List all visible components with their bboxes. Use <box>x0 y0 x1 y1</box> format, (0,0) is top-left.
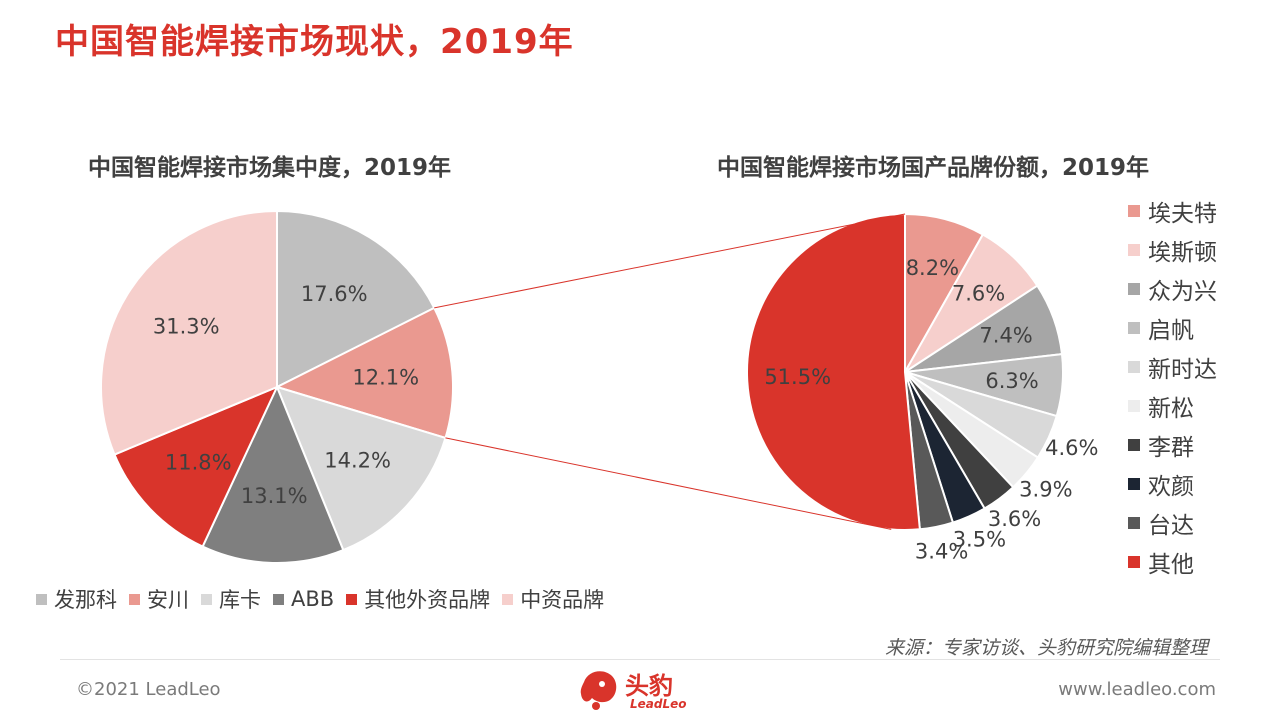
concentration-legend-swatch <box>273 593 284 605</box>
leopard-head-icon <box>580 671 617 710</box>
concentration-legend-label: 其他外资品牌 <box>364 588 491 612</box>
concentration-label-5: 31.3% <box>153 314 220 338</box>
domestic-legend-swatch <box>1128 478 1140 490</box>
domestic-legend-label: 启帆 <box>1148 318 1194 344</box>
domestic-slice-9 <box>746 212 921 531</box>
concentration-legend-label: 发那科 <box>54 588 117 612</box>
concentration-slice-3 <box>201 384 345 564</box>
domestic-legend-item: 埃夫特 <box>1128 194 1217 228</box>
left-chart-title: 中国智能焊接市场集中度，2019年 <box>88 155 452 181</box>
domestic-legend-swatch <box>1128 205 1140 217</box>
concentration-legend-item: 库卡 <box>201 584 261 614</box>
concentration-label-1: 12.1% <box>352 366 419 390</box>
domestic-label-6: 3.6% <box>988 507 1041 531</box>
domestic-legend-label: 新松 <box>1148 396 1194 422</box>
logo-cn-text: 头豹 <box>625 672 673 700</box>
concentration-label-2: 14.2% <box>324 449 391 473</box>
domestic-legend-label: 台达 <box>1148 513 1194 539</box>
concentration-legend-item: ABB <box>273 584 334 614</box>
domestic-legend-swatch <box>1128 400 1140 412</box>
concentration-label-0: 17.6% <box>301 282 368 306</box>
concentration-legend-label: 安川 <box>147 588 189 612</box>
copyright-text: ©2021 LeadLeo <box>76 679 221 700</box>
domestic-legend-item: 欢颜 <box>1128 467 1217 501</box>
domestic-legend-swatch <box>1128 322 1140 334</box>
domestic-legend-label: 众为兴 <box>1148 279 1217 305</box>
concentration-legend-label: ABB <box>291 587 335 611</box>
domestic-legend-swatch <box>1128 283 1140 295</box>
page-title: 中国智能焊接市场现状，2019年 <box>55 22 574 62</box>
leadleo-logo: 头豹 LeadLeo <box>578 664 708 720</box>
concentration-legend: 发那科 安川 库卡 ABB 其他外资品牌 中资品牌 <box>36 584 604 614</box>
concentration-legend-swatch <box>36 593 47 605</box>
domestic-label-5: 3.9% <box>1019 477 1072 501</box>
domestic-brand-pie: 8.2%7.6% 7.4% 6.3% 4.6% 3.9% 3.6%3.5%3.4% 51.5… <box>746 212 1098 564</box>
concentration-label-4: 11.8% <box>165 451 232 475</box>
domestic-legend-label: 李群 <box>1148 435 1194 461</box>
concentration-legend-swatch <box>346 593 358 605</box>
domestic-legend-swatch <box>1128 244 1140 256</box>
concentration-legend-swatch <box>201 593 212 605</box>
concentration-slice-5 <box>100 209 278 456</box>
concentration-legend-label: 库卡 <box>219 588 261 612</box>
domestic-legend-label: 埃斯顿 <box>1148 240 1217 266</box>
domestic-label-1: 7.6% <box>952 282 1005 306</box>
domestic-legend-item: 台达 <box>1128 506 1217 540</box>
concentration-legend-item: 其他外资品牌 <box>346 584 490 614</box>
concentration-legend-swatch <box>502 593 514 605</box>
domestic-label-7: 3.5% <box>953 528 1006 552</box>
concentration-legend-swatch <box>129 593 140 605</box>
domestic-legend-label: 新时达 <box>1148 357 1217 383</box>
concentration-legend-item: 安川 <box>129 584 189 614</box>
concentration-legend-label: 中资品牌 <box>520 588 605 612</box>
domestic-legend-item: 埃斯顿 <box>1128 233 1217 267</box>
domestic-legend-swatch <box>1128 556 1140 568</box>
domestic-legend-label: 其他 <box>1148 552 1194 578</box>
domestic-legend-item: 其他 <box>1128 545 1217 579</box>
domestic-legend-item: 新松 <box>1128 389 1217 423</box>
domestic-label-2: 7.4% <box>979 324 1032 348</box>
right-chart-title: 中国智能焊接市场国产品牌份额，2019年 <box>717 155 1150 181</box>
domestic-legend-item: 众为兴 <box>1128 272 1217 306</box>
domestic-label-8: 3.4% <box>915 540 968 564</box>
domestic-legend-swatch <box>1128 439 1140 451</box>
website-link[interactable]: www.leadleo.com <box>1058 679 1216 700</box>
domestic-legend-item: 启帆 <box>1128 311 1217 345</box>
domestic-label-3: 6.3% <box>985 369 1038 393</box>
domestic-legend-swatch <box>1128 361 1140 373</box>
domestic-legend-label: 欢颜 <box>1148 474 1194 500</box>
concentration-slice-0 <box>276 209 436 389</box>
concentration-slice-1 <box>274 306 454 440</box>
domestic-legend-label: 埃夫特 <box>1148 201 1217 227</box>
concentration-legend-item: 发那科 <box>36 584 117 614</box>
domestic-label-0: 8.2% <box>906 256 959 280</box>
domestic-label-4: 4.6% <box>1045 436 1098 460</box>
domestic-label-9: 51.5% <box>764 365 831 389</box>
concentration-slice-4 <box>113 385 279 548</box>
concentration-label-3: 13.1% <box>241 484 308 508</box>
domestic-legend-swatch <box>1128 517 1140 529</box>
concentration-legend-item: 中资品牌 <box>502 584 604 614</box>
concentration-slice-2 <box>275 385 447 552</box>
pie-connector-bottom <box>445 437 892 530</box>
pie-connector-top <box>434 213 906 309</box>
domestic-legend-item: 李群 <box>1128 428 1217 462</box>
domestic-brand-legend: 埃夫特埃斯顿众为兴启帆新时达新松李群欢颜台达其他 <box>1128 194 1217 579</box>
source-note: 来源：专家访谈、头豹研究院编辑整理 <box>884 637 1208 659</box>
footer-divider <box>60 659 1220 660</box>
concentration-pie: 17.6% 12.1% 14.2% 13.1% 11.8% 31.3% <box>100 209 454 564</box>
domestic-legend-item: 新时达 <box>1128 350 1217 384</box>
logo-en-text: LeadLeo <box>630 697 687 711</box>
